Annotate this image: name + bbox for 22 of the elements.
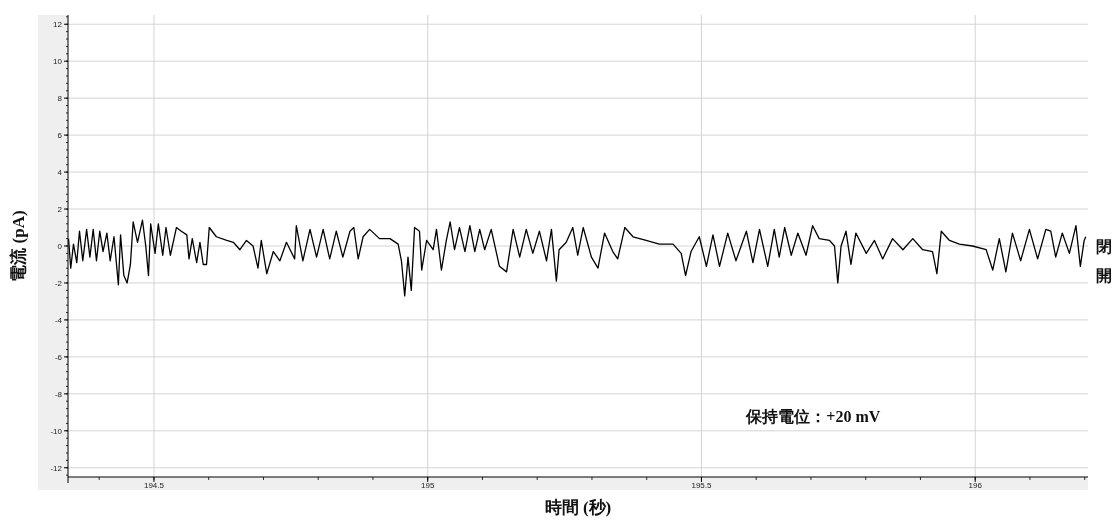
y-tick-label: 6	[57, 131, 63, 141]
y-tick-label: -12	[50, 463, 63, 473]
y-tick-label: 10	[53, 57, 63, 67]
y-tick-label: -8	[54, 389, 63, 399]
annotation: 保持電位：+20 mV	[745, 408, 881, 426]
x-tick-label: 196	[968, 481, 983, 490]
text: 開	[1096, 267, 1112, 284]
y-axis-title: 電流 (pA)	[9, 210, 28, 282]
x-tick-label: 194.5	[143, 481, 165, 490]
y-tick-label: 12	[53, 20, 63, 30]
y-tick-label: -10	[50, 426, 63, 436]
text: 閉	[1096, 238, 1112, 255]
y-tick-label: 8	[57, 94, 63, 104]
y-tick-label: 0	[57, 242, 63, 251]
y-tick-label: 2	[57, 205, 63, 215]
x-axis-title: 時間 (秒)	[544, 498, 612, 517]
y-tick-label: -2	[54, 278, 63, 288]
x-tick-label: 195.5	[691, 481, 713, 490]
y-tick-label: 4	[57, 168, 63, 178]
y-tick-label: -4	[54, 315, 63, 325]
x-tick-label: 195	[421, 481, 435, 490]
y-tick-label: -6	[54, 352, 63, 362]
